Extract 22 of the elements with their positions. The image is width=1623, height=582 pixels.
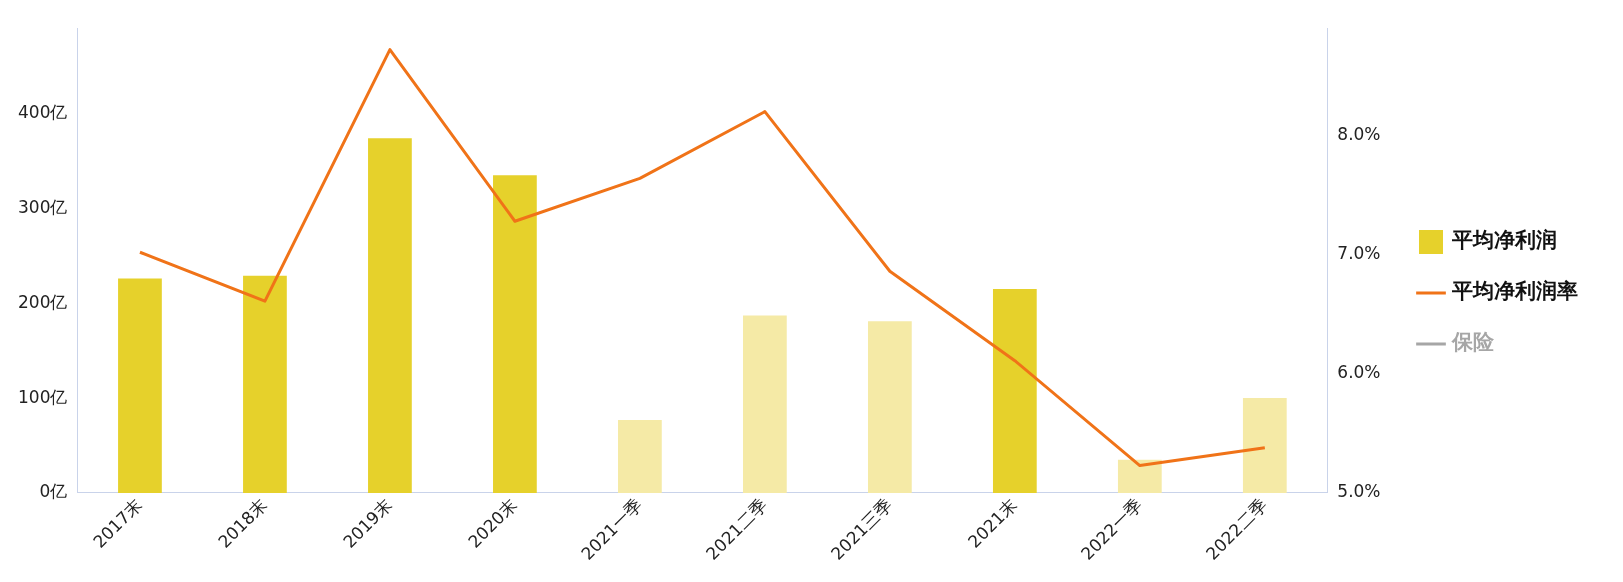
- y-tick-label: 100亿: [17, 386, 68, 407]
- bar: [1242, 398, 1287, 493]
- bar: [743, 315, 787, 493]
- legend-label: 保险: [1451, 330, 1495, 355]
- y2-tick-label: 8.0%: [1337, 123, 1381, 144]
- bar: [243, 275, 287, 493]
- bar: [618, 419, 662, 493]
- bar: [493, 175, 537, 493]
- y-tick-label: 400亿: [17, 101, 68, 122]
- y2-tick-label: 7.0%: [1337, 243, 1381, 264]
- y-tick-label: 0亿: [39, 481, 68, 502]
- y-tick-label: 200亿: [17, 291, 68, 312]
- bar: [118, 278, 162, 493]
- bar: [992, 289, 1037, 493]
- y2-tick-label: 5.0%: [1337, 481, 1381, 502]
- bar: [1117, 459, 1162, 493]
- legend-label: 平均净利润: [1451, 228, 1557, 253]
- bar: [867, 321, 912, 493]
- legend-label: 平均净利润率: [1451, 279, 1578, 304]
- y2-tick-label: 6.0%: [1337, 362, 1381, 383]
- y-tick-label: 300亿: [17, 196, 68, 217]
- bar: [368, 138, 412, 493]
